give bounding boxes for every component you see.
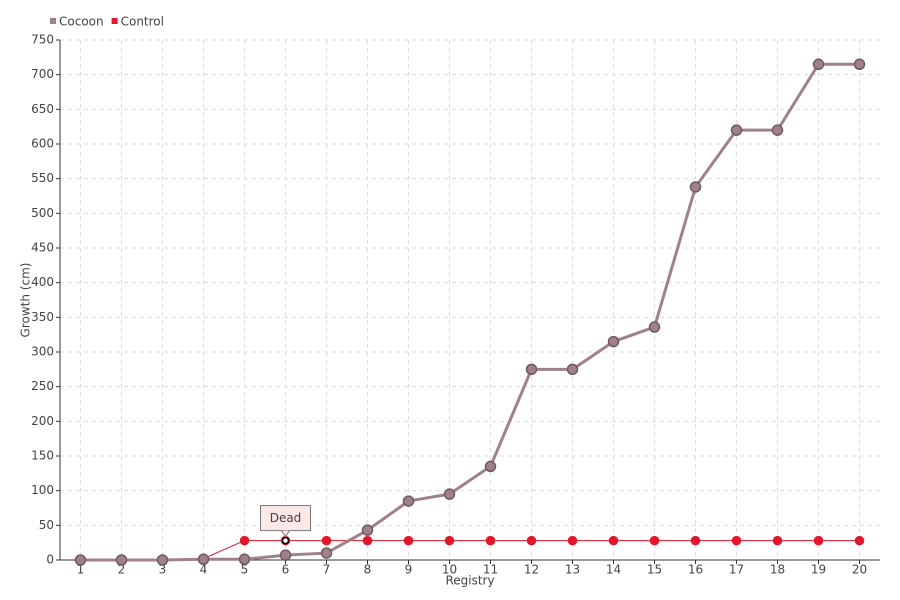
x-tick-label: 7 [323,563,331,577]
annotation-label: Dead [270,511,302,525]
x-tick-label: 17 [729,563,744,577]
point [853,58,866,71]
legend-swatch [111,18,118,24]
point [239,535,250,546]
y-tick-label: 250 [31,379,54,393]
point [403,535,414,546]
point [402,495,415,507]
legend-label: Control [121,15,164,29]
point [730,124,743,136]
x-tick-label: 10 [442,563,457,577]
x-tick-label: 20 [852,563,867,577]
x-tick-label: 3 [159,563,167,577]
point [649,535,660,546]
y-tick-label: 50 [39,518,54,532]
x-tick-label: 18 [770,563,785,577]
point [607,335,620,348]
point [238,553,251,566]
x-tick-label: 5 [241,563,249,577]
x-tick-label: 8 [364,563,372,577]
legend-label: Cocoon [59,15,104,29]
y-tick-label: 200 [31,414,54,428]
y-tick-label: 0 [46,553,54,567]
point [320,547,333,559]
y-tick-label: 650 [31,102,54,116]
point [279,549,292,561]
point [812,58,825,71]
point [854,535,865,546]
point [485,535,496,546]
point [731,535,742,546]
x-tick-label: 11 [483,563,498,577]
point [361,524,374,536]
point [444,535,455,546]
x-tick-label: 15 [647,563,662,577]
y-tick-label: 400 [31,275,54,289]
y-tick-label: 350 [31,310,54,324]
y-tick-label: 550 [31,171,54,185]
x-tick-label: 9 [405,563,413,577]
point [566,363,579,376]
x-axis-title: Registry [445,574,494,588]
x-tick-label: 6 [282,563,290,577]
point [526,535,537,546]
series-line [80,62,860,562]
series-line [80,540,860,561]
point [197,553,210,566]
x-tick-label: 2 [118,563,126,577]
x-tick-label: 4 [200,563,208,577]
x-tick-label: 1 [77,563,85,577]
point [813,535,824,546]
y-tick-label: 300 [31,345,54,359]
x-tick-label: 14 [606,563,621,577]
annotation-pointer [281,530,290,538]
y-tick-label: 750 [31,33,54,47]
point [567,535,578,546]
point [689,181,702,193]
x-tick-label: 13 [565,563,580,577]
annotated-point [281,536,290,545]
point [74,554,87,566]
y-tick-label: 450 [31,241,54,255]
y-tick-label: 100 [31,483,54,497]
point [648,321,661,333]
y-axis-title: Growth (cm) [19,263,33,338]
point [443,488,456,500]
x-tick-label: 12 [524,563,539,577]
point [115,554,128,566]
legend-swatch [50,18,56,24]
x-tick-label: 16 [688,563,703,577]
point [484,460,497,473]
point [525,363,538,376]
point [690,535,701,546]
point [362,535,373,546]
x-tick-label: 19 [811,563,826,577]
y-tick-label: 500 [31,206,54,220]
point [771,124,784,136]
y-tick-label: 150 [31,449,54,463]
point [608,535,619,546]
y-tick-label: 600 [31,137,54,151]
point [772,535,783,546]
y-tick-label: 700 [31,67,54,81]
point [156,554,169,566]
point [321,535,332,546]
